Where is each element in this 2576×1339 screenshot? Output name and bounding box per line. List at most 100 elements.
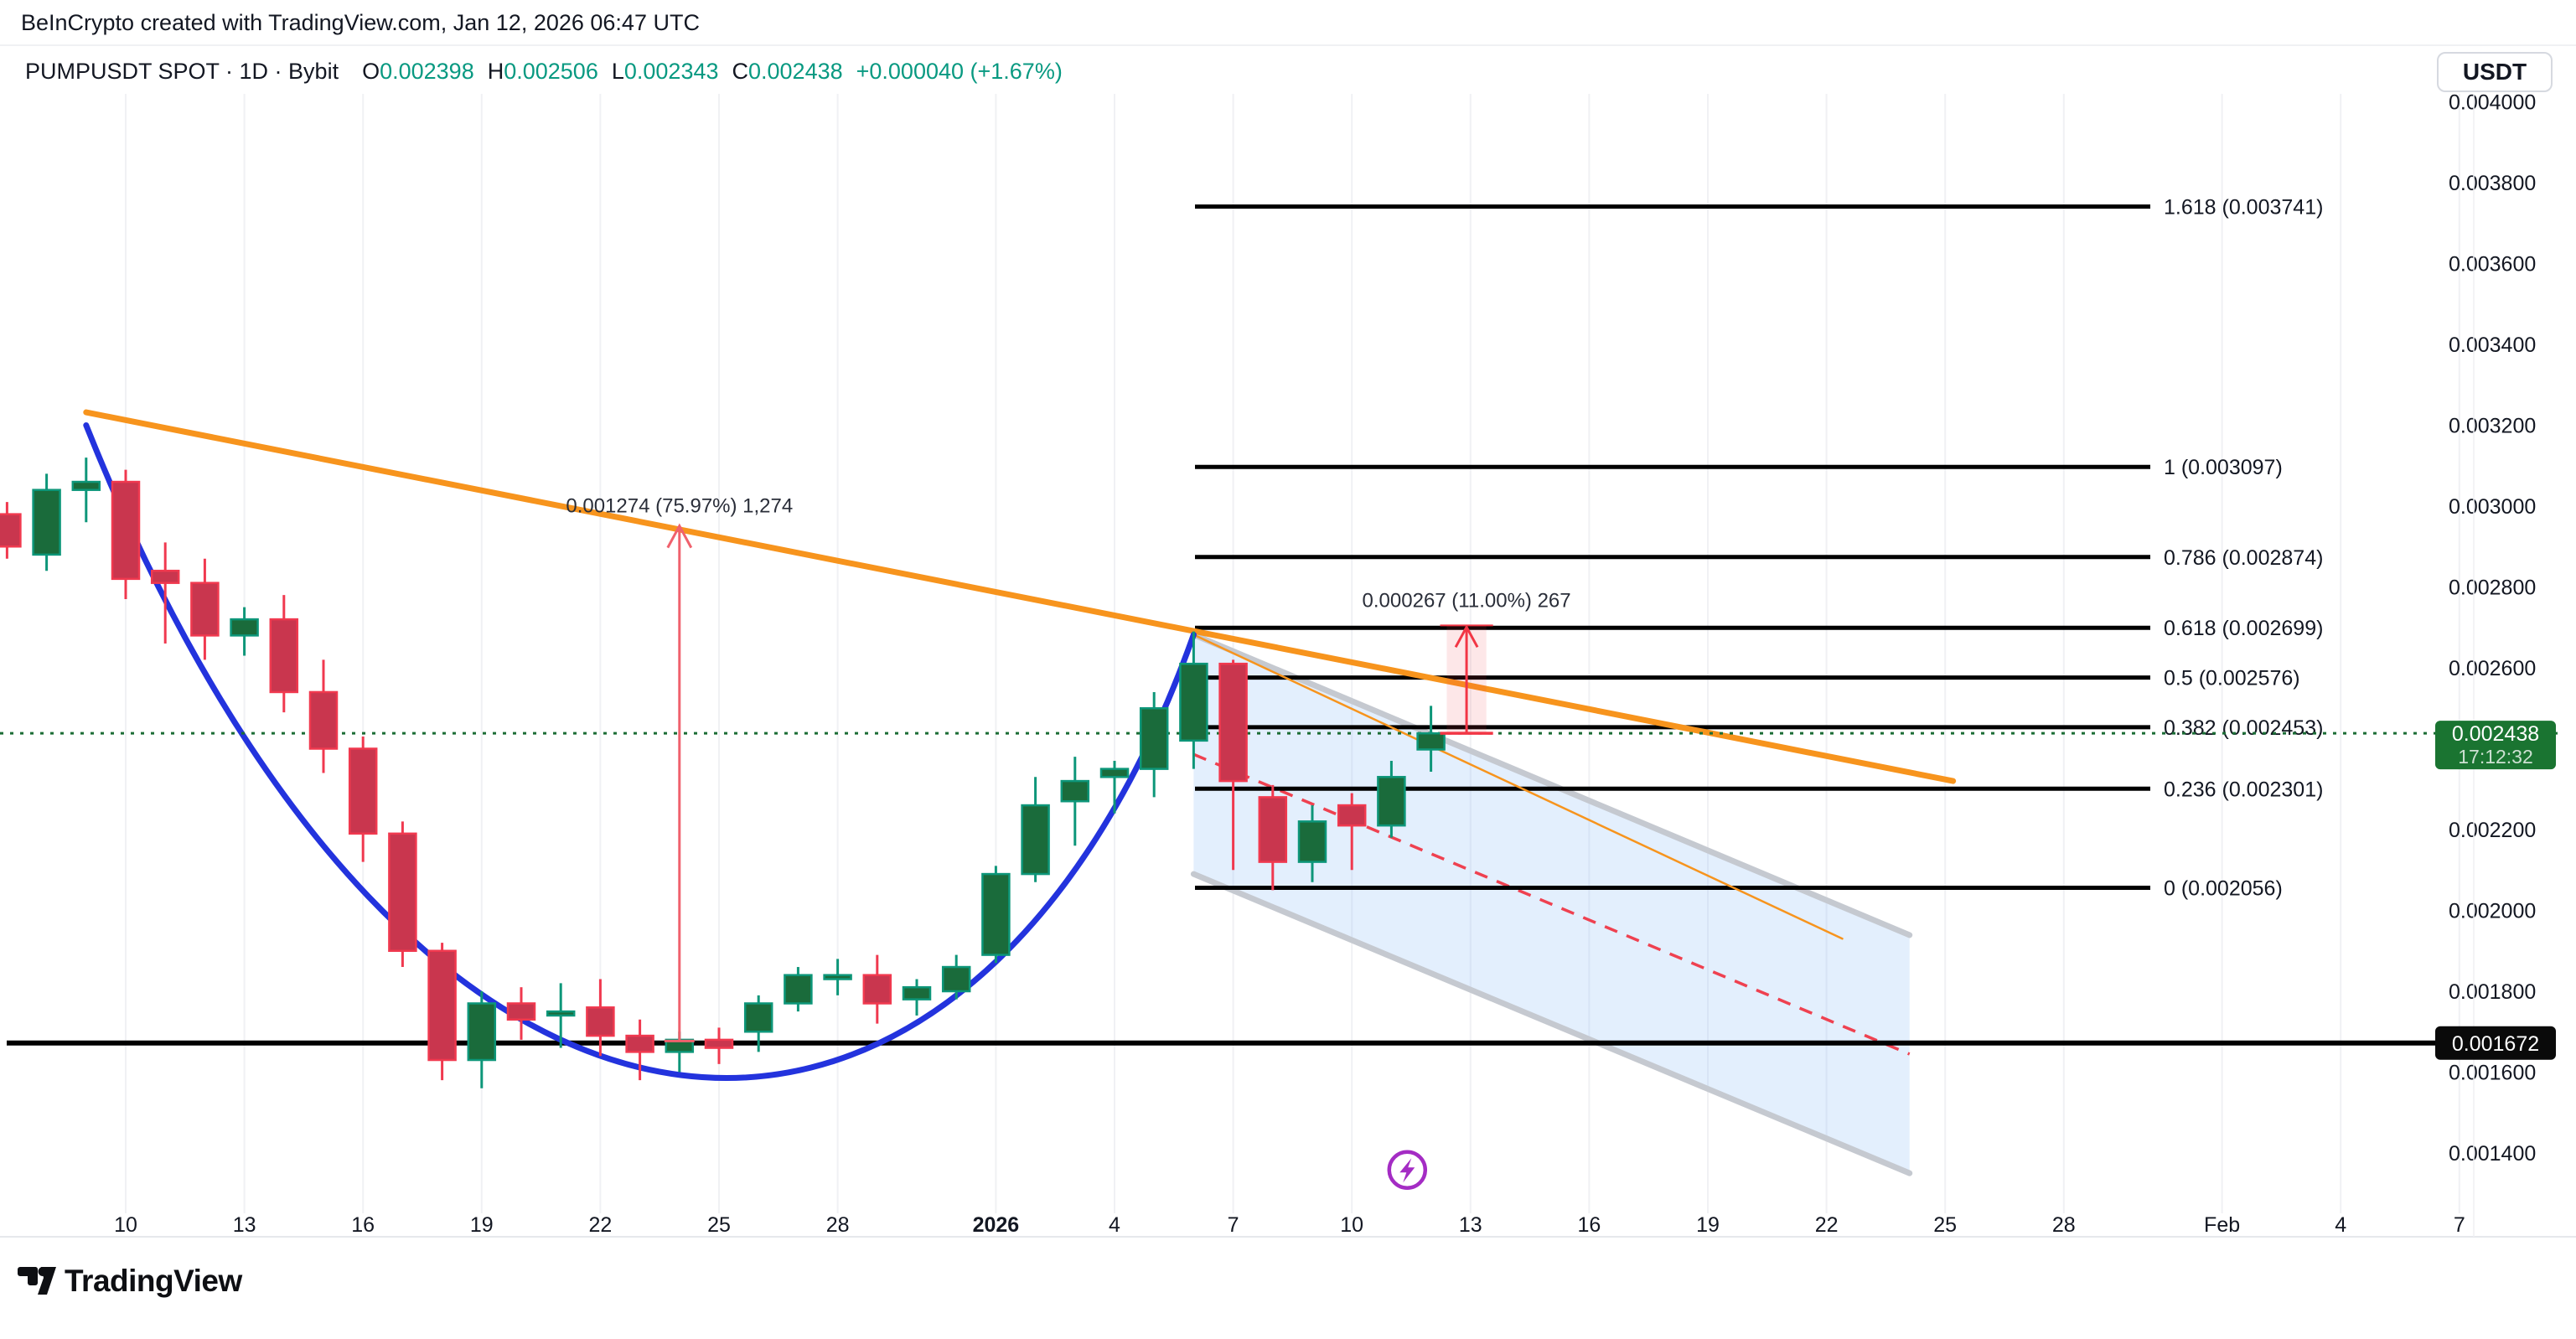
measure-label: 0.000267 (11.00%) 267	[1363, 589, 1571, 612]
candle-jan-10	[1337, 804, 1367, 827]
rounded-bottom-curve[interactable]	[83, 422, 1197, 1081]
candlesticks	[0, 458, 1446, 1088]
low-label: L	[611, 59, 624, 84]
close-value: 0.002438	[748, 59, 843, 84]
candle-dec-28	[823, 974, 852, 980]
descending-channel[interactable]	[1190, 631, 1913, 1176]
candle-jan-11	[1377, 776, 1406, 827]
ohlc-high: H0.002506	[488, 59, 598, 84]
time-tick-label: 2026	[973, 1213, 1020, 1237]
candle-dec-16	[348, 747, 378, 835]
time-tick-label: 28	[2052, 1213, 2076, 1237]
candle-dec-27	[784, 974, 813, 1005]
lightning-marker[interactable]	[1387, 1150, 1428, 1191]
price-tick-label: 0.003600	[2449, 253, 2536, 277]
fib-level-label: 0.5 (0.002576)	[2164, 667, 2300, 690]
candle-jan-9	[1297, 820, 1327, 863]
time-tick-label: 25	[707, 1213, 731, 1237]
candle-dec-9	[71, 480, 101, 491]
fib-level-label: 1.618 (0.003741)	[2164, 195, 2323, 219]
candle-dec-13	[230, 618, 259, 637]
attribution-text: BeInCrypto created with TradingView.com,…	[21, 10, 700, 35]
tradingview-brand-text[interactable]: TradingView	[65, 1264, 242, 1298]
time-tick-label: 13	[1459, 1213, 1482, 1237]
candle-jan-7	[1218, 662, 1248, 783]
candle-dec-22	[586, 1006, 615, 1037]
svg-text:0.001672: 0.001672	[2452, 1032, 2539, 1056]
time-tick-label: 4	[1109, 1213, 1120, 1237]
candle-dec-12	[190, 582, 220, 637]
price-tick-label: 0.002200	[2449, 819, 2536, 842]
candle-dec-10	[111, 480, 141, 581]
measure-label: 0.001274 (75.97%) 1,274	[566, 495, 793, 518]
fib-level-label: 0.618 (0.002699)	[2164, 617, 2323, 640]
candle-jan-8	[1258, 796, 1288, 863]
price-tick-label: 0.002600	[2449, 657, 2536, 680]
symbol-title[interactable]: PUMPUSDT SPOT · 1D · Bybit	[25, 59, 339, 84]
support-price-badge	[2435, 1026, 2556, 1060]
candle-jan-4	[1099, 768, 1130, 778]
open-label: O	[362, 59, 380, 84]
fib-level-label: 0 (0.002056)	[2164, 876, 2283, 900]
measurement-tools[interactable]: 0.001274 (75.97%) 1,274 0.000267 (11.00%)…	[566, 495, 1571, 1042]
candle-dec-21	[546, 1010, 576, 1017]
fib-level-label: 0.236 (0.002301)	[2164, 778, 2323, 801]
price-tick-label: 0.002800	[2449, 576, 2536, 600]
candle-dec-11	[150, 569, 180, 584]
time-tick-label: 16	[1577, 1213, 1601, 1237]
high-label: H	[487, 59, 504, 84]
symbol-legend: PUMPUSDT SPOT · 1D · Bybit O0.002398 H0.00…	[25, 59, 1063, 85]
price-tick-label: 0.003000	[2449, 495, 2536, 519]
candle-jan-1	[981, 872, 1011, 956]
bar-countdown: 17:12:32	[2458, 746, 2533, 768]
time-tick-label: 19	[470, 1213, 494, 1237]
candle-jan-6	[1179, 662, 1208, 742]
candle-jan-12	[1416, 732, 1446, 751]
high-value: 0.002506	[504, 59, 598, 84]
change-value: +0.000040 (+1.67%)	[856, 59, 1063, 84]
time-tick-label: 28	[826, 1213, 850, 1237]
candle-dec-19	[467, 1002, 497, 1062]
time-tick-label: 4	[2335, 1213, 2346, 1237]
price-tick-label: 0.002000	[2449, 900, 2536, 923]
price-axis[interactable]: 0.004000 0.003800 0.003600 0.003400 0.003200…	[2449, 91, 2536, 1166]
time-tick-label: 7	[1228, 1213, 1239, 1237]
ohlc-open: O0.002398	[362, 59, 474, 84]
price-tick-label: 0.001400	[2449, 1142, 2536, 1166]
fibonacci-levels[interactable]: 1.618 (0.003741) 1 (0.003097) 0.786 (0.002…	[1195, 195, 2323, 900]
price-tick-label: 0.004000	[2449, 91, 2536, 115]
time-tick-label: 25	[1933, 1213, 1957, 1237]
time-tick-label: 10	[1340, 1213, 1363, 1237]
tradingview-logo-icon	[18, 1267, 56, 1295]
fib-level-label: 0.382 (0.002453)	[2164, 716, 2323, 740]
tradingview-footer: TradingView	[18, 1264, 242, 1299]
close-label: C	[732, 59, 749, 84]
time-tick-label: 13	[233, 1213, 256, 1237]
ohlc-low: L0.002343	[612, 59, 719, 84]
candle-dec-18	[427, 949, 457, 1062]
time-tick-label: 7	[2454, 1213, 2465, 1237]
grid-lines	[125, 94, 2460, 1213]
candle-dec-8	[32, 489, 61, 556]
candle-dec-14	[269, 618, 299, 694]
price-tick-label: 0.001600	[2449, 1062, 2536, 1085]
time-tick-label: Feb	[2204, 1213, 2240, 1237]
fib-level-label: 0.786 (0.002874)	[2164, 546, 2323, 570]
price-tick-label: 0.003400	[2449, 333, 2536, 357]
candle-dec-25	[704, 1038, 734, 1049]
price-tick-label: 0.003800	[2449, 172, 2536, 195]
candle-dec-26	[743, 1002, 773, 1033]
time-tick-label: 22	[588, 1213, 612, 1237]
candle-dec-7	[0, 513, 22, 548]
trendlines[interactable]	[83, 409, 1957, 940]
inner-trendline	[1192, 633, 1844, 940]
candle-jan-2	[1021, 804, 1050, 876]
time-tick-label: 22	[1815, 1213, 1839, 1237]
candle-dec-29	[862, 974, 892, 1005]
time-tick-label: 16	[351, 1213, 375, 1237]
open-value: 0.002398	[380, 59, 474, 84]
time-axis[interactable]: 10 13 16 19 22 25 28 2026 4 7 10 13 16 19 22 25 28 Feb 4 7	[114, 1213, 2465, 1237]
candle-dec-30	[902, 985, 932, 1000]
currency-toggle[interactable]: USDT	[2437, 52, 2553, 92]
